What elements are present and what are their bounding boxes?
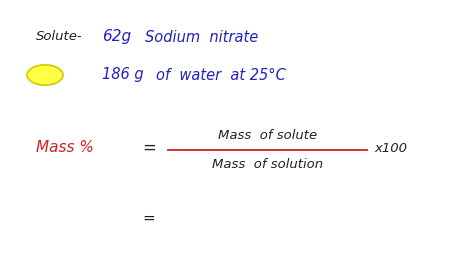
Text: of  water  at 25°C: of water at 25°C [156,68,286,82]
Text: Sodium  nitrate: Sodium nitrate [145,30,258,44]
Text: x100: x100 [374,142,408,155]
Text: =: = [142,210,155,226]
Text: Mass  of solution: Mass of solution [212,159,323,172]
Text: Mass  of solute: Mass of solute [218,128,318,142]
Text: =: = [142,139,156,157]
Text: Solute-: Solute- [36,31,82,44]
Text: 62g: 62g [102,30,131,44]
Text: Mass %: Mass % [36,140,93,156]
Text: 186 g: 186 g [102,68,144,82]
